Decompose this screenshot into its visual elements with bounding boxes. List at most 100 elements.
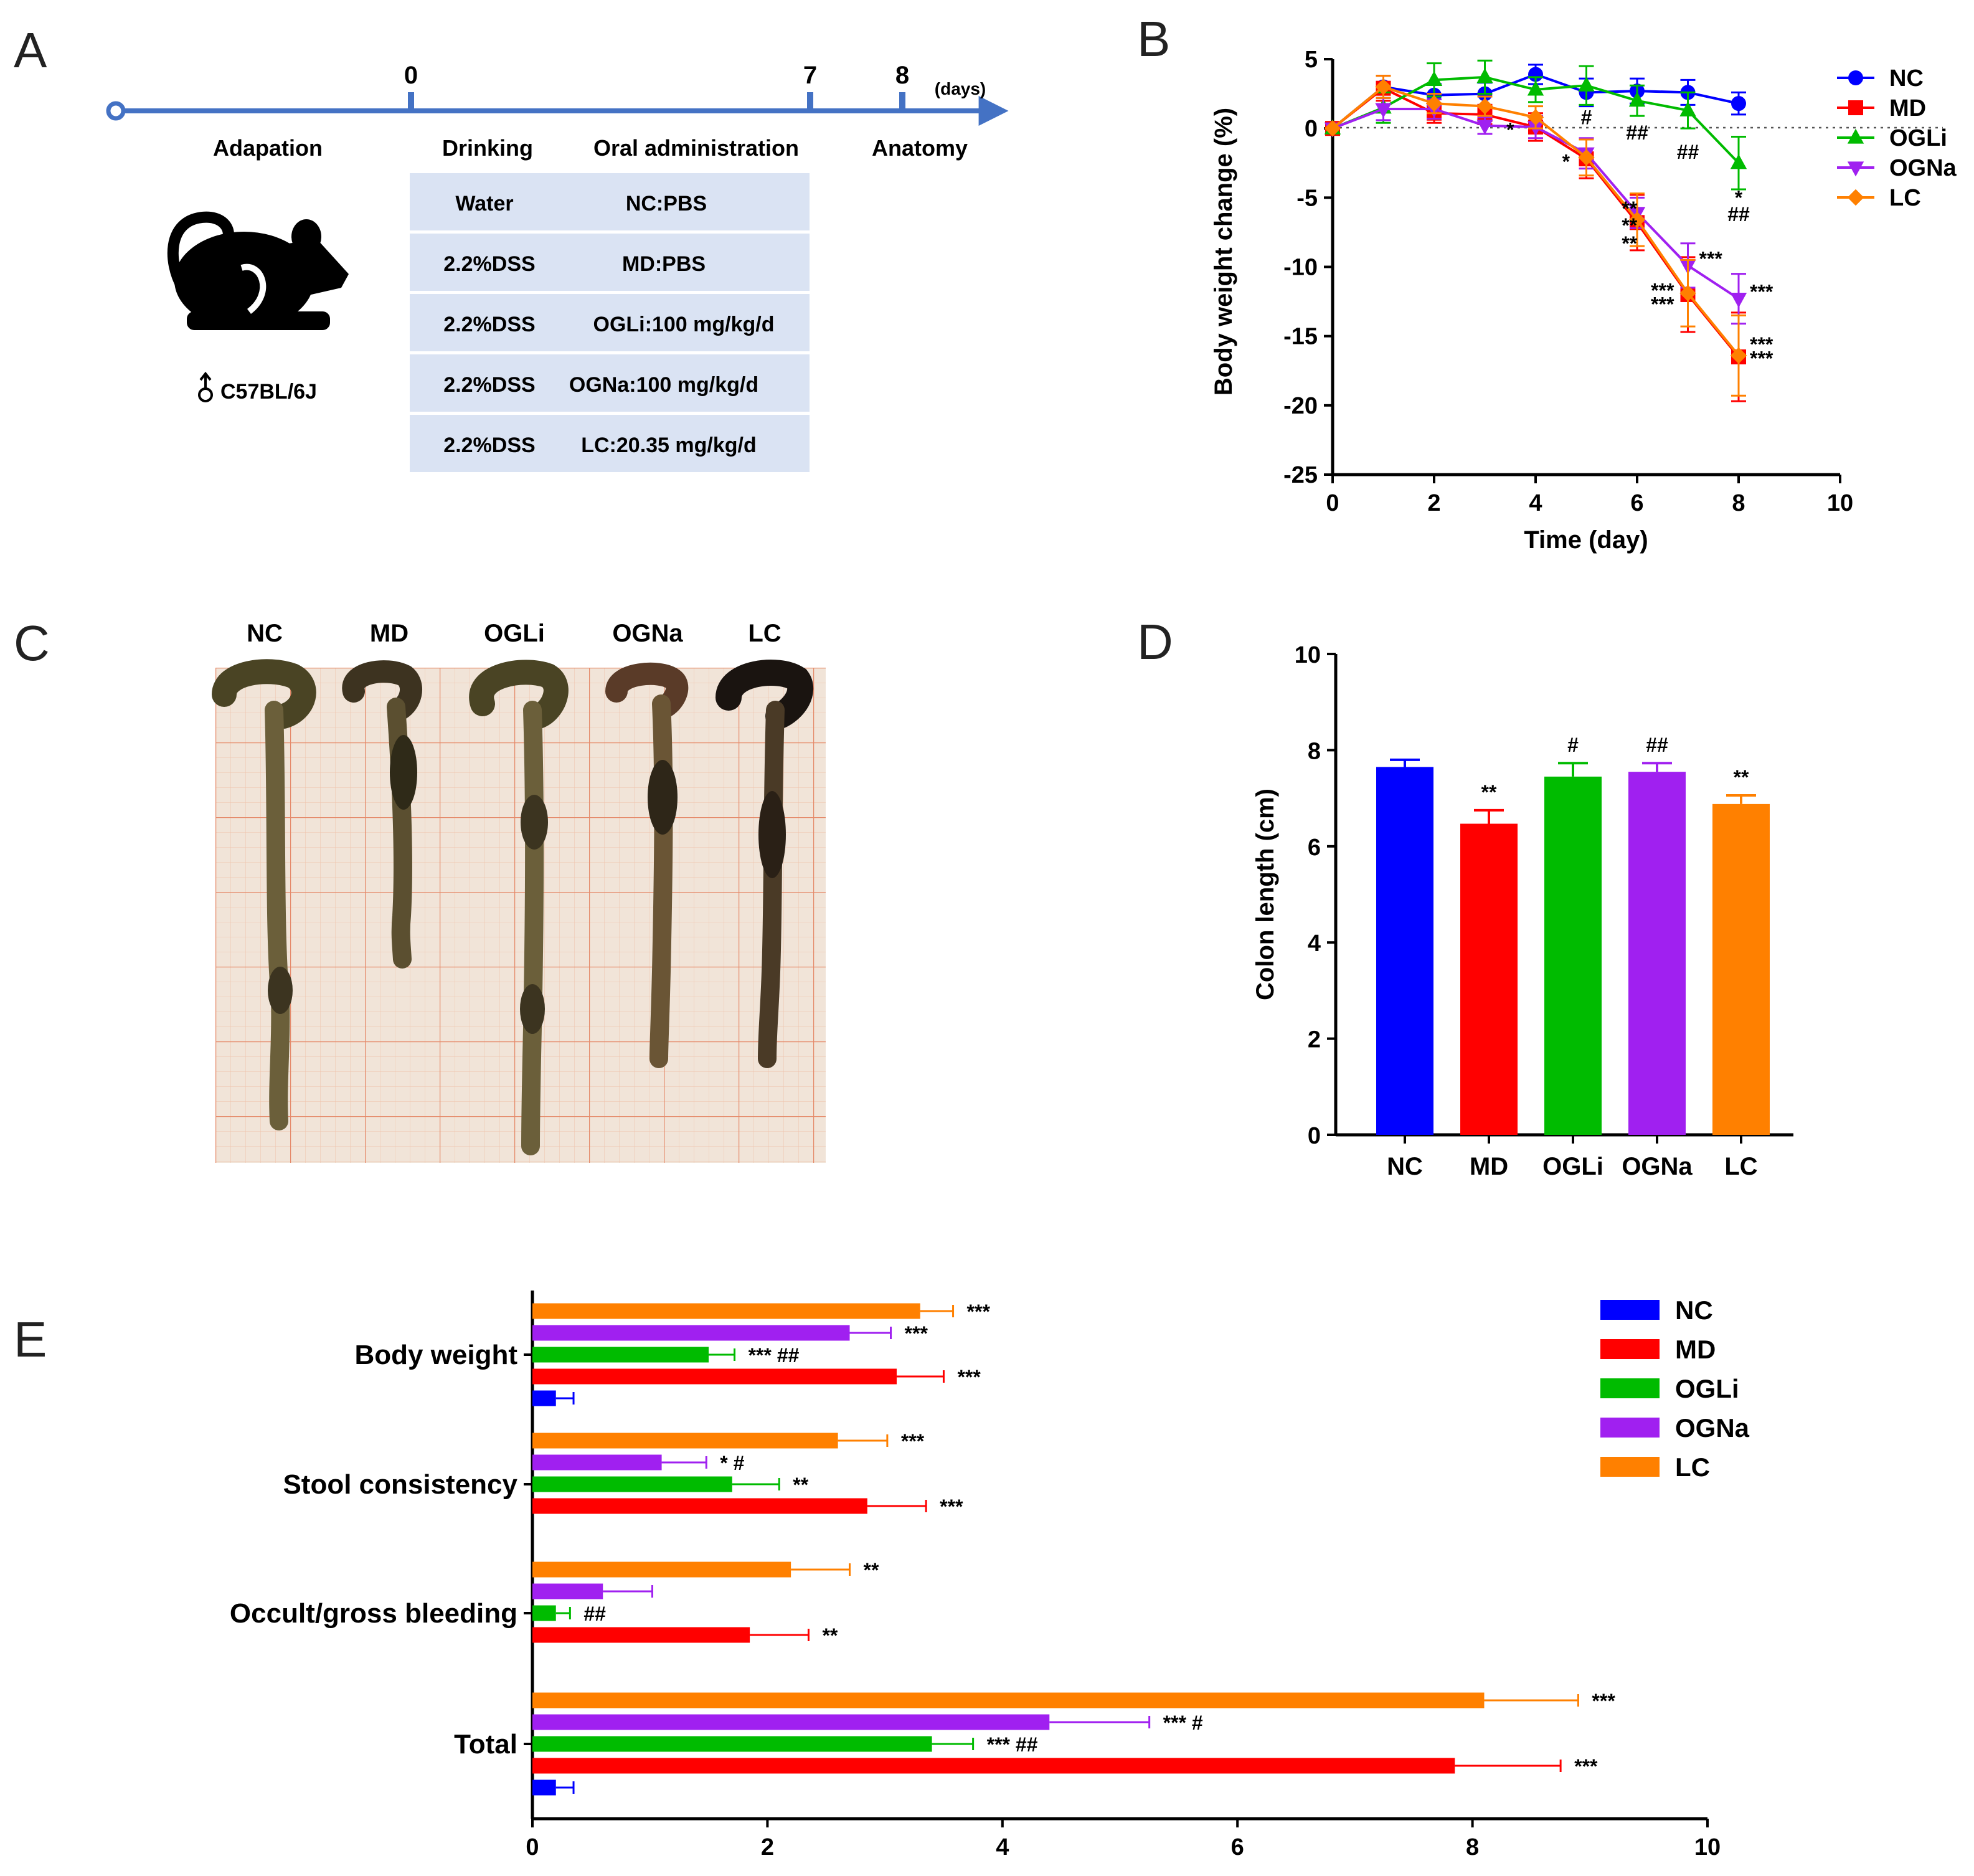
timeline-tick-label-7: 7 [803,62,817,89]
panel-b: B 0 2 4 6 8 10 5 0 -5 -10 -15 -20 -25 Time (day) Bod… [1137,11,1957,554]
panel-b-annotations: *#*####*##************************ [1506,106,1773,369]
panel-a: A 0 7 8 (days) Adapation Drinking Oral a… [14,22,1009,472]
phase-label-adaptation: Adapation [213,135,323,161]
colon-label-ogli: OGLi [484,620,545,647]
data-point [1528,67,1543,82]
bar-nc [532,1779,556,1796]
colon-specimen [469,660,569,1155]
treatment-drink: 2.2%DSS [443,373,535,397]
treatment-drink: Water [455,192,513,216]
legend-label: LC [1675,1452,1710,1482]
colon-label-ogna: OGNa [612,620,683,647]
bar-lc [1712,803,1770,1135]
bar-md [532,1368,897,1385]
legend-swatch [1600,1378,1660,1398]
data-point [1628,92,1646,107]
significance-label: *** ## [987,1733,1038,1756]
x-tick-label: NC [1387,1153,1423,1180]
panel-c-letter: C [14,615,50,671]
bar-ogli [532,1347,709,1363]
data-point [1730,347,1747,364]
significance-label: *** [901,1430,925,1452]
bar-lc [532,1561,791,1578]
treatment-row-bg [410,234,810,291]
y-tick-label: 8 [1308,738,1321,764]
bar-ogna [532,1583,603,1599]
timeline-days-label: (days) [935,79,986,98]
treatment-drink: 2.2%DSS [443,252,535,276]
legend-marker [1848,70,1863,85]
significance-label: *** [1750,281,1773,303]
significance-label: ** [1622,232,1637,255]
y-tick-label: 6 [1308,835,1321,861]
bar-lc [532,1692,1485,1708]
data-point [1425,70,1443,86]
panel-e-legend: NC MD OGLi OGNa LC [1600,1296,1750,1482]
treatment-table: Water NC:PBS 2.2%DSS MD:PBS 2.2%DSS OGLi… [410,173,810,472]
treatment-row: 2.2%DSS OGNa:100 mg/kg/d [410,354,810,412]
treatment-oral: MD:PBS [622,252,706,276]
treatment-oral: OGNa:100 mg/kg/d [569,373,758,397]
colon-specimen [605,662,689,1068]
series-lc [1324,75,1747,397]
legend-label: MD [1675,1335,1716,1364]
panel-e-letter: E [14,1312,47,1367]
data-point [1425,95,1443,112]
significance-label: *** [1750,347,1773,369]
significance-label: *** [1750,333,1773,356]
bar-ogli [1544,776,1602,1135]
category-label: Total [454,1729,517,1760]
significance-label: ## [1646,734,1668,756]
data-point [1679,285,1696,301]
legend-marker [1847,128,1864,144]
panel-b-y-label: Body weight change (%) [1210,108,1237,396]
significance-label: *** [1699,247,1722,270]
x-tick-label: LC [1724,1153,1757,1180]
bar-ogna [532,1714,1050,1730]
bar-ogna [532,1325,850,1341]
panel-a-letter: A [14,22,47,78]
data-point [1324,120,1341,137]
panel-e-ticks: 0 2 4 6 8 10 Body weight Stool consistency Occul… [230,1340,1721,1860]
y-tick-label: -25 [1283,462,1318,488]
timeline-start-marker [106,101,126,121]
x-tick-label: 2 [761,1834,774,1860]
treatment-row-bg [410,415,810,472]
colon-specimen [342,660,422,969]
significance-label: *** [1592,1690,1615,1712]
significance-label: *** [905,1322,928,1345]
x-tick-label: 6 [1231,1834,1244,1860]
timeline-tick-0 [408,92,414,111]
x-tick-label: 0 [1326,490,1339,516]
panel-b-x-label: Time (day) [1524,526,1648,554]
panel-c: C [14,615,826,1163]
legend-label: OGNa [1675,1413,1750,1443]
legend-swatch [1600,1339,1660,1359]
significance-label: * # [720,1452,744,1474]
significance-label: ** [1622,214,1637,237]
legend-swatch [1600,1418,1660,1438]
x-tick-label: 10 [1827,490,1853,516]
significance-label: ** [793,1474,808,1496]
significance-label: *** [1574,1755,1598,1778]
x-tick-label: 10 [1694,1834,1721,1860]
category-label: Stool consistency [283,1469,517,1500]
bar-md [532,1627,750,1643]
x-tick-label: MD [1470,1153,1508,1180]
treatment-row: 2.2%DSS LC:20.35 mg/kg/d [410,415,810,472]
treatment-row-bg [410,173,810,230]
y-tick-label: -20 [1283,393,1318,419]
significance-label: ** [863,1559,879,1581]
significance-label: ## [583,1603,606,1625]
y-tick-label: 4 [1308,931,1321,957]
mouse-strain-label: C57BL/6J [220,380,317,404]
timeline-tick-label-8: 8 [895,62,909,89]
bar-ogli [532,1736,932,1752]
data-point [1679,101,1696,116]
panel-d-plot: **# ##** [1376,734,1770,1135]
y-tick-label: -15 [1283,324,1318,350]
category-label: Body weight [354,1340,517,1370]
treatment-row: Water NC:PBS [410,173,810,230]
bar-nc [532,1390,556,1406]
significance-label: *** [967,1300,991,1323]
